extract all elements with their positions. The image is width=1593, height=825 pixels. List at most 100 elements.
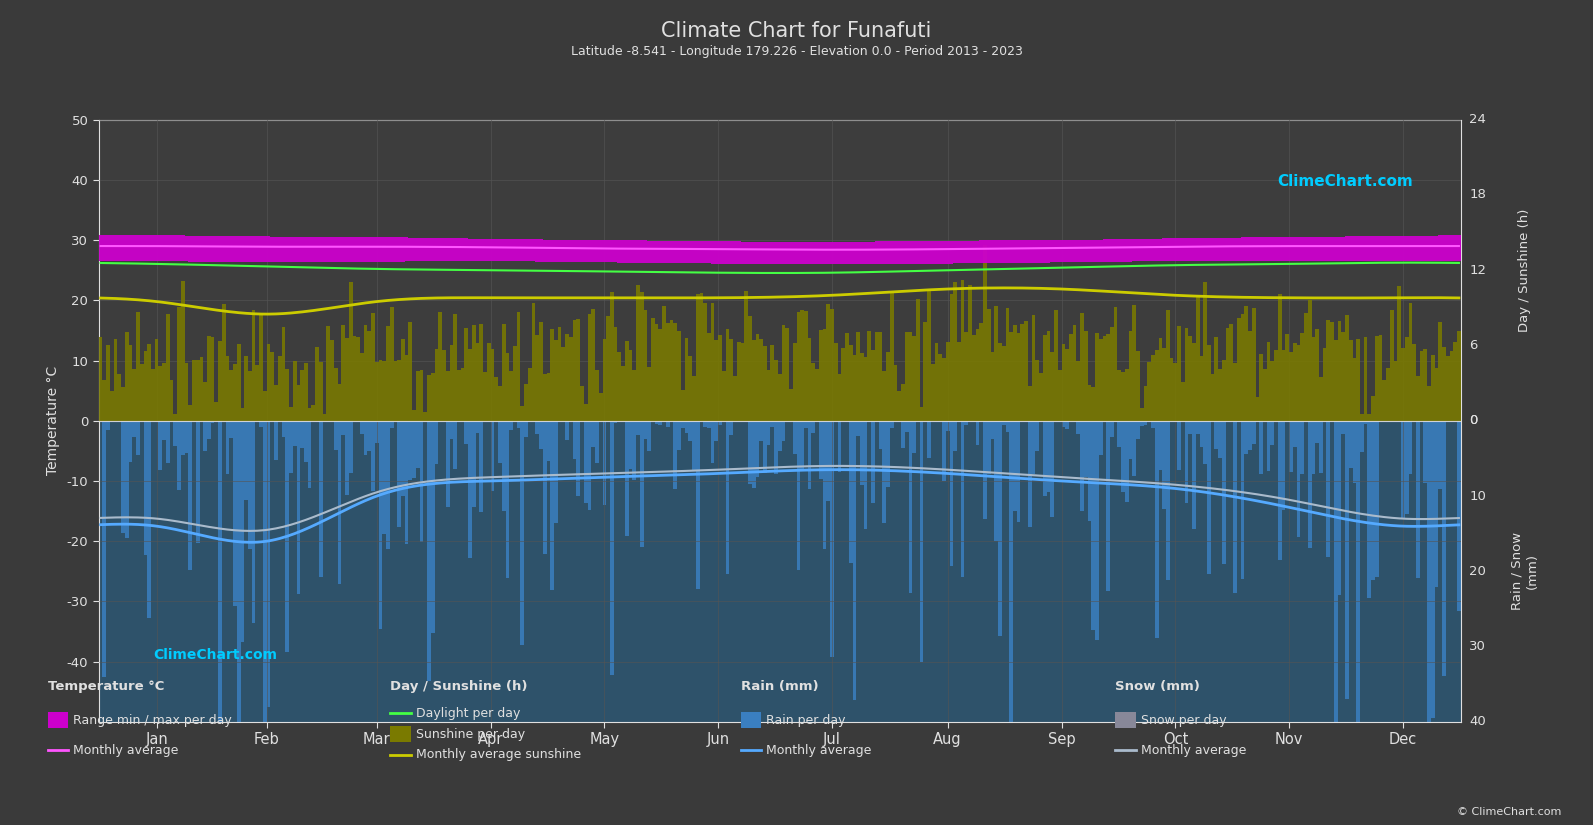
Bar (691, 375, 696, 421)
Bar (1266, 421, 1271, 471)
Bar (1438, 235, 1442, 261)
Bar (1453, 235, 1458, 261)
Bar (1114, 307, 1117, 421)
Bar (800, 310, 804, 421)
Bar (602, 240, 607, 262)
Bar (763, 421, 766, 473)
Bar (696, 294, 699, 421)
Bar (118, 235, 121, 261)
Bar (755, 242, 760, 264)
Bar (543, 239, 546, 262)
Bar (957, 241, 961, 263)
Bar (319, 362, 323, 421)
Bar (1394, 236, 1397, 262)
Bar (233, 365, 237, 421)
Bar (1147, 362, 1152, 421)
Bar (1080, 313, 1083, 421)
Bar (521, 421, 524, 645)
Bar (596, 421, 599, 463)
Bar (688, 421, 691, 441)
Bar (516, 239, 521, 262)
Bar (468, 349, 472, 421)
Bar (699, 293, 703, 421)
Bar (1442, 347, 1446, 421)
Bar (1402, 348, 1405, 421)
Text: Monthly average: Monthly average (1141, 744, 1246, 757)
Bar (774, 242, 777, 264)
Bar (930, 364, 935, 421)
Bar (755, 421, 760, 478)
Bar (1155, 421, 1158, 638)
Bar (961, 241, 964, 263)
Bar (368, 237, 371, 262)
Bar (655, 421, 658, 424)
Bar (182, 421, 185, 455)
Bar (1271, 361, 1274, 421)
Bar (177, 307, 182, 421)
Bar (182, 235, 185, 262)
Bar (315, 237, 319, 262)
Bar (113, 235, 118, 261)
Bar (282, 421, 285, 436)
Bar (166, 314, 170, 421)
Bar (277, 356, 282, 421)
Bar (677, 331, 680, 421)
Bar (174, 414, 177, 421)
Bar (1106, 239, 1110, 262)
Bar (1344, 237, 1349, 262)
Bar (274, 421, 277, 460)
Bar (879, 421, 883, 449)
Bar (330, 237, 335, 262)
Bar (476, 421, 479, 433)
Bar (323, 237, 327, 262)
Bar (494, 239, 499, 262)
Text: Daylight per day: Daylight per day (416, 707, 521, 719)
Bar (1188, 421, 1192, 435)
Bar (1207, 238, 1211, 261)
Bar (938, 354, 941, 421)
Bar (908, 421, 913, 593)
Bar (999, 343, 1002, 421)
Bar (293, 361, 296, 421)
Bar (699, 241, 703, 263)
Bar (1453, 342, 1458, 421)
Bar (718, 241, 722, 263)
Bar (1066, 421, 1069, 429)
Bar (696, 421, 699, 589)
Bar (1050, 352, 1055, 421)
Bar (129, 235, 132, 261)
Bar (226, 356, 229, 421)
Bar (1024, 240, 1027, 263)
Bar (468, 421, 472, 559)
Bar (1450, 351, 1453, 421)
Bar (1356, 236, 1360, 262)
Bar (1061, 240, 1066, 262)
Bar (1389, 236, 1394, 262)
Bar (844, 242, 849, 264)
Bar (957, 342, 961, 421)
Bar (905, 421, 908, 432)
Bar (674, 241, 677, 263)
Bar (879, 332, 883, 421)
Bar (760, 339, 763, 421)
Bar (147, 421, 151, 619)
Bar (1230, 238, 1233, 261)
Bar (710, 241, 715, 263)
Bar (610, 421, 613, 675)
Bar (1032, 314, 1035, 421)
Bar (994, 421, 999, 541)
Bar (346, 338, 349, 421)
Bar (505, 352, 510, 421)
Bar (1360, 414, 1364, 421)
Text: Day / Sunshine (h): Day / Sunshine (h) (390, 680, 527, 693)
Bar (585, 403, 588, 421)
Bar (602, 421, 607, 505)
Bar (793, 421, 796, 454)
Bar (629, 421, 632, 469)
Bar (271, 237, 274, 262)
Bar (980, 323, 983, 421)
Bar (158, 235, 162, 262)
Bar (274, 384, 277, 421)
Bar (1397, 286, 1402, 421)
Bar (229, 236, 233, 262)
